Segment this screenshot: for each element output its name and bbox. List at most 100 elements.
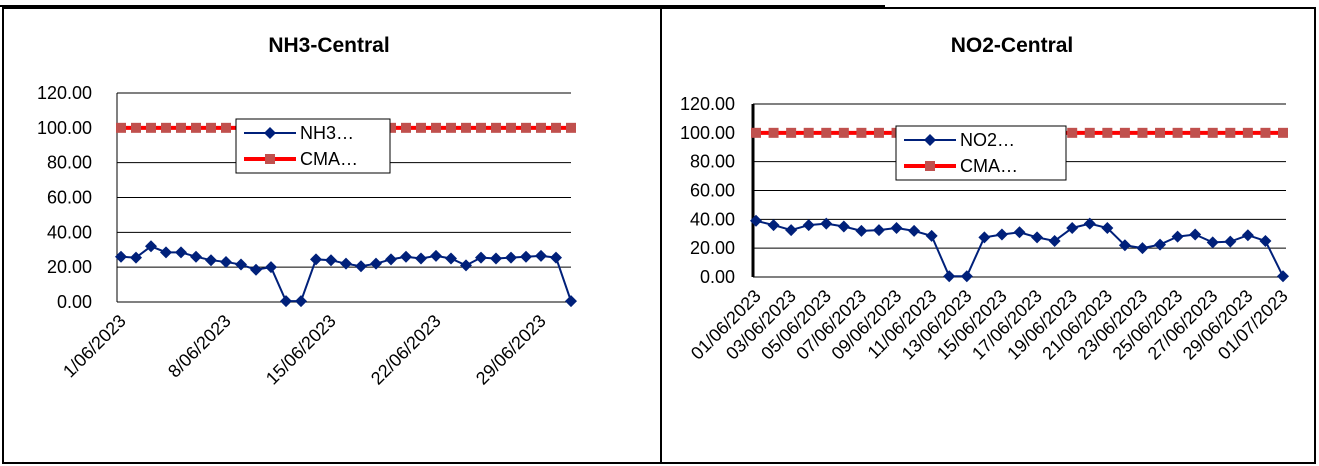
x-tick-label: 29/06/2023 — [472, 311, 550, 389]
data-point — [1242, 127, 1253, 138]
chart-no2-central: NO2-Central 0.00 20.00 40.00 60.00 80.00 100.0… — [680, 34, 1292, 364]
data-point — [1154, 238, 1167, 251]
data-point — [160, 246, 172, 259]
data-point — [550, 251, 562, 264]
data-point — [1119, 127, 1130, 138]
data-point — [536, 122, 546, 133]
x-tick-label: 1/06/2023 — [59, 311, 130, 382]
data-point — [295, 295, 307, 308]
data-point — [803, 127, 814, 138]
data-point — [161, 122, 171, 133]
data-point — [176, 122, 186, 133]
legend-label: CMA… — [960, 156, 1018, 176]
data-point — [1259, 234, 1272, 247]
data-point — [520, 250, 532, 263]
data-point — [190, 250, 202, 263]
data-point — [1084, 127, 1095, 138]
data-point — [1278, 127, 1288, 138]
y-tick-label: 100.00 — [37, 118, 92, 138]
data-point — [768, 127, 779, 138]
data-point — [856, 127, 867, 138]
y-tick-label: 60.00 — [690, 181, 735, 201]
data-point — [235, 258, 247, 271]
y-tick-label: 0.00 — [700, 267, 735, 287]
data-point — [1225, 127, 1236, 138]
y-tick-label: 80.00 — [690, 152, 735, 172]
data-point — [506, 122, 516, 133]
data-point — [205, 254, 217, 267]
legend-box — [895, 125, 1067, 181]
data-point — [1207, 127, 1218, 138]
y-tick-label: 80.00 — [47, 153, 92, 173]
data-point — [220, 255, 232, 268]
data-point — [221, 122, 231, 133]
legend-label: NO2… — [960, 130, 1015, 150]
data-point — [310, 253, 322, 266]
legend-marker — [264, 127, 276, 139]
data-point — [415, 252, 427, 265]
chart-nh3-central: NH3-Central 0.00 20.00 40.00 60.00 80.00 100.0… — [37, 34, 577, 389]
legend-marker — [924, 134, 936, 146]
data-point — [265, 261, 277, 274]
data-point — [565, 295, 577, 308]
data-point — [1155, 127, 1166, 138]
data-point — [1083, 217, 1096, 230]
series-line — [120, 245, 572, 303]
data-point — [1171, 230, 1184, 243]
x-tick-label: 15/06/2023 — [262, 311, 340, 389]
data-point — [873, 127, 884, 138]
data-point — [1102, 127, 1113, 138]
data-point — [1260, 127, 1271, 138]
data-point — [250, 263, 262, 276]
data-point — [751, 127, 761, 138]
y-tick-label: 40.00 — [690, 209, 735, 229]
data-point — [566, 122, 576, 133]
cell-divider — [660, 9, 662, 462]
data-point — [535, 249, 547, 262]
data-point — [476, 122, 486, 133]
data-point — [191, 122, 201, 133]
data-point — [505, 251, 517, 264]
legend-label: NH3… — [300, 123, 354, 143]
top-rule — [0, 0, 885, 7]
data-point — [491, 122, 501, 133]
y-tick-label: 120.00 — [37, 83, 92, 103]
data-point — [416, 122, 426, 133]
data-point — [280, 295, 292, 308]
data-point — [838, 127, 849, 138]
data-point — [325, 254, 337, 267]
data-point — [430, 249, 442, 262]
data-point — [1031, 231, 1044, 244]
data-point — [855, 224, 868, 237]
data-point — [820, 217, 833, 230]
data-point — [802, 219, 815, 232]
chart-title: NH3-Central — [268, 34, 389, 57]
data-point — [385, 253, 397, 266]
data-point — [821, 127, 832, 138]
chart-title: NO2-Central — [951, 34, 1074, 57]
data-point — [206, 122, 216, 133]
y-tick-label: 20.00 — [47, 257, 92, 277]
data-point — [460, 259, 472, 272]
data-point — [1048, 234, 1061, 247]
data-point — [1118, 239, 1131, 252]
y-tick-label: 20.00 — [690, 238, 735, 258]
data-point — [401, 122, 411, 133]
y-tick-label: 40.00 — [47, 222, 92, 242]
data-point — [551, 122, 561, 133]
legend-label: CMA… — [300, 149, 358, 169]
data-point — [925, 229, 938, 242]
data-point — [1206, 236, 1219, 249]
data-point — [1172, 127, 1183, 138]
x-tick-label: 22/06/2023 — [367, 311, 445, 389]
data-point — [785, 224, 798, 237]
x-tick-label: 8/06/2023 — [164, 311, 235, 382]
data-point — [750, 214, 762, 227]
data-point — [1277, 270, 1289, 283]
legend-marker — [265, 154, 275, 164]
data-point — [908, 224, 921, 237]
data-point — [960, 270, 973, 283]
data-point — [1224, 235, 1237, 248]
data-point — [370, 257, 382, 270]
data-point — [837, 220, 850, 233]
